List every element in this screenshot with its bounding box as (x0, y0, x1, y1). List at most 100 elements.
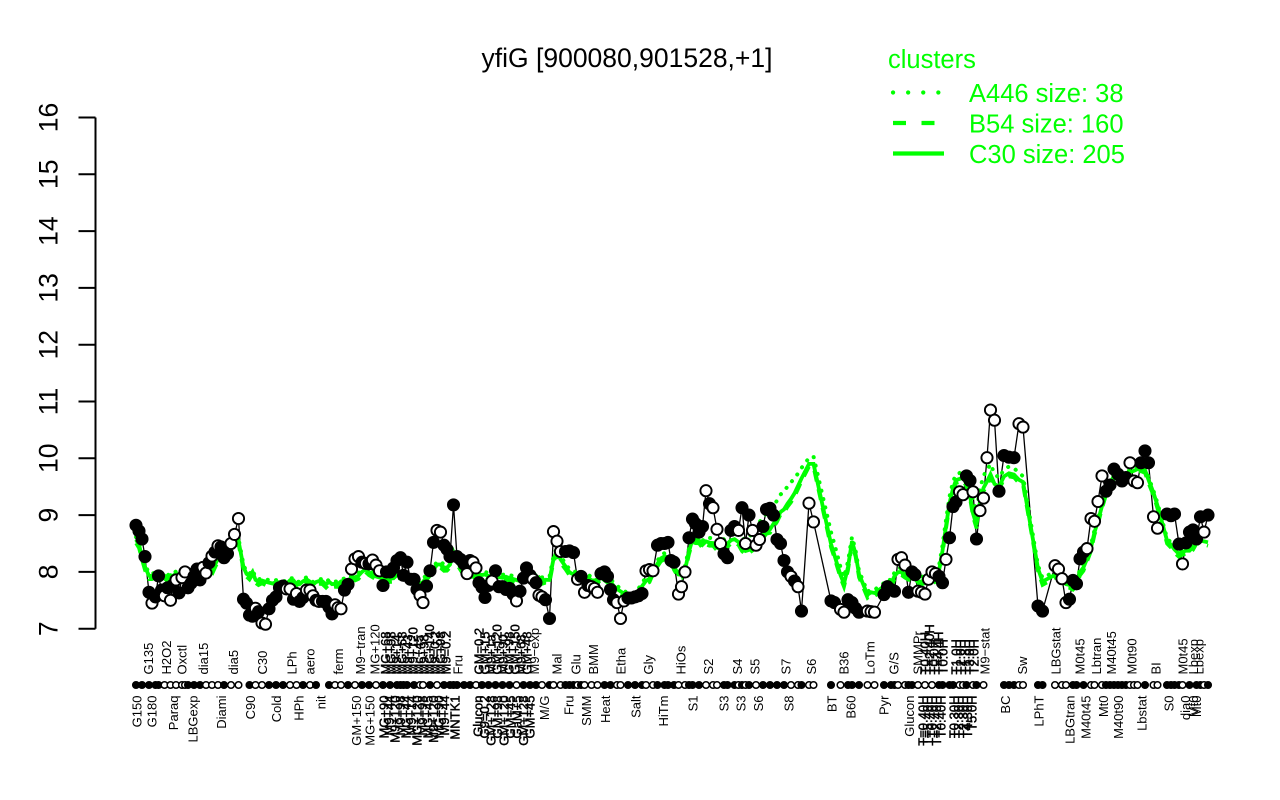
svg-text:clusters: clusters (888, 46, 976, 74)
svg-text:T0:0H: T0:0H (927, 639, 942, 674)
svg-text:T2.30H: T2.30H (956, 696, 971, 739)
svg-text:13: 13 (34, 273, 64, 302)
svg-text:M9+120: M9+120 (388, 696, 403, 743)
svg-text:M9+98: M9+98 (393, 696, 408, 736)
svg-text:HPh: HPh (291, 696, 306, 721)
svg-text:dia5: dia5 (226, 650, 241, 675)
svg-text:T≡5.40H: T≡5.40H (920, 696, 935, 746)
svg-text:S0: S0 (1161, 696, 1176, 712)
svg-text:SMMPr: SMMPr (911, 631, 926, 675)
svg-text:S4: S4 (730, 659, 745, 675)
svg-text:dia15: dia15 (196, 643, 211, 675)
svg-text:GM+98: GM+98 (502, 632, 517, 675)
svg-text:Heat: Heat (598, 695, 613, 723)
svg-text:MNTK1: MNTK1 (448, 696, 463, 740)
svg-text:LBGexp: LBGexp (185, 696, 200, 743)
svg-text:dia0: dia0 (1178, 696, 1193, 721)
svg-text:M9−exp: M9−exp (527, 628, 542, 675)
svg-text:Lbexp: Lbexp (1186, 639, 1201, 674)
svg-text:Pyr: Pyr (876, 695, 891, 715)
svg-text:Glu: Glu (569, 654, 584, 674)
svg-text:T2.30H: T2.30H (951, 696, 966, 739)
svg-text:S6: S6 (804, 659, 819, 675)
svg-text:LPh: LPh (284, 651, 299, 674)
svg-text:Etha: Etha (613, 647, 628, 675)
svg-text:MG+68: MG+68 (378, 632, 393, 675)
svg-text:T0.40H: T0.40H (934, 696, 949, 739)
svg-text:MG+44: MG+44 (399, 696, 414, 739)
svg-text:BC: BC (998, 696, 1013, 714)
svg-text:M9+98: M9+98 (415, 696, 430, 736)
svg-text:M0t45: M0t45 (1073, 638, 1088, 674)
svg-text:T1.0H: T1.0H (949, 639, 964, 674)
svg-text:T2.0H: T2.0H (953, 639, 968, 674)
svg-text:M9+44: M9+44 (382, 696, 397, 736)
svg-text:Fru: Fru (451, 655, 466, 675)
svg-text:B36: B36 (837, 651, 852, 674)
svg-text:Paraq: Paraq (166, 696, 181, 731)
svg-text:GM=0.2: GM=0.2 (472, 628, 487, 675)
svg-text:Cold: Cold (269, 696, 284, 723)
svg-text:M9+43: M9+43 (400, 634, 415, 674)
svg-text:G/S: G/S (887, 652, 902, 675)
svg-text:M9+98: M9+98 (417, 634, 432, 674)
svg-text:S1: S1 (686, 696, 701, 712)
svg-text:Glucon: Glucon (902, 696, 917, 737)
svg-text:M9+14: M9+14 (404, 696, 419, 736)
svg-text:G9=0.2: G9=0.2 (477, 696, 492, 739)
svg-text:16: 16 (34, 103, 64, 132)
svg-text:11: 11 (34, 388, 64, 416)
svg-text:M0t45: M0t45 (1176, 638, 1191, 674)
svg-text:Glucon: Glucon (471, 696, 486, 737)
svg-text:ferm: ferm (331, 649, 346, 675)
svg-text:Mal: Mal (550, 653, 565, 674)
svg-text:GM+15: GM+15 (478, 632, 493, 675)
svg-text:Salt: Salt (629, 695, 644, 718)
svg-text:G150: G150 (130, 696, 145, 728)
svg-text:S3: S3 (716, 696, 731, 712)
svg-text:MG+45: MG+45 (421, 696, 436, 739)
svg-text:MG+90: MG+90 (377, 696, 392, 739)
svg-text:Lbexp: Lbexp (1192, 639, 1207, 674)
svg-text:SMM: SMM (579, 696, 594, 726)
svg-text:MG+68: MG+68 (395, 632, 410, 675)
svg-text:Gly: Gly (641, 655, 656, 675)
svg-text:GM+150: GM+150 (508, 624, 523, 674)
svg-text:M40t90: M40t90 (1111, 696, 1126, 739)
svg-text:T≡2.40H: T≡2.40H (929, 696, 944, 746)
svg-text:C30: C30 (255, 651, 270, 675)
svg-text:Diami: Diami (214, 695, 229, 728)
svg-text:MG+150: MG+150 (362, 696, 377, 746)
svg-text:H2O2: H2O2 (159, 641, 174, 675)
svg-text:T0.40H: T0.40H (925, 696, 940, 739)
svg-text:T≡4.4H: T≡4.4H (931, 632, 946, 675)
svg-text:B54 size: 160: B54 size: 160 (969, 111, 1124, 139)
svg-text:M/G: M/G (537, 696, 552, 721)
svg-text:S3: S3 (734, 696, 749, 712)
svg-text:A446 size: 38: A446 size: 38 (969, 80, 1124, 108)
svg-text:M40t45: M40t45 (1104, 631, 1119, 674)
svg-text:HiTm: HiTm (656, 696, 671, 727)
svg-text:M9+1a: M9+1a (484, 634, 499, 675)
svg-text:LBGstat: LBGstat (1049, 627, 1064, 674)
svg-text:S6: S6 (751, 696, 766, 712)
svg-text:S7: S7 (778, 659, 793, 675)
svg-text:GM+45: GM+45 (503, 696, 518, 739)
svg-text:GM+128: GM+128 (484, 696, 499, 746)
svg-text:M9+68: M9+68 (514, 634, 529, 674)
svg-text:T0:0H: T0:0H (936, 639, 951, 674)
svg-text:T2.0H: T2.0H (967, 639, 982, 674)
svg-text:GM+98: GM+98 (490, 696, 505, 739)
svg-text:MG+120: MG+120 (410, 696, 425, 746)
svg-text:S8: S8 (782, 696, 797, 712)
svg-text:T4.30H: T4.30H (960, 696, 975, 739)
svg-text:MG+90: MG+90 (432, 696, 447, 739)
svg-text:M9=0.2: M9=0.2 (439, 631, 454, 675)
svg-text:S2: S2 (701, 659, 716, 675)
svg-text:BMM: BMM (586, 644, 601, 674)
svg-text:MG+98: MG+98 (433, 632, 448, 675)
svg-text:BT: BT (825, 695, 840, 712)
svg-text:12: 12 (34, 330, 64, 359)
svg-text:BI: BI (1148, 662, 1163, 674)
svg-text:T0.30H: T0.30H (947, 696, 962, 739)
